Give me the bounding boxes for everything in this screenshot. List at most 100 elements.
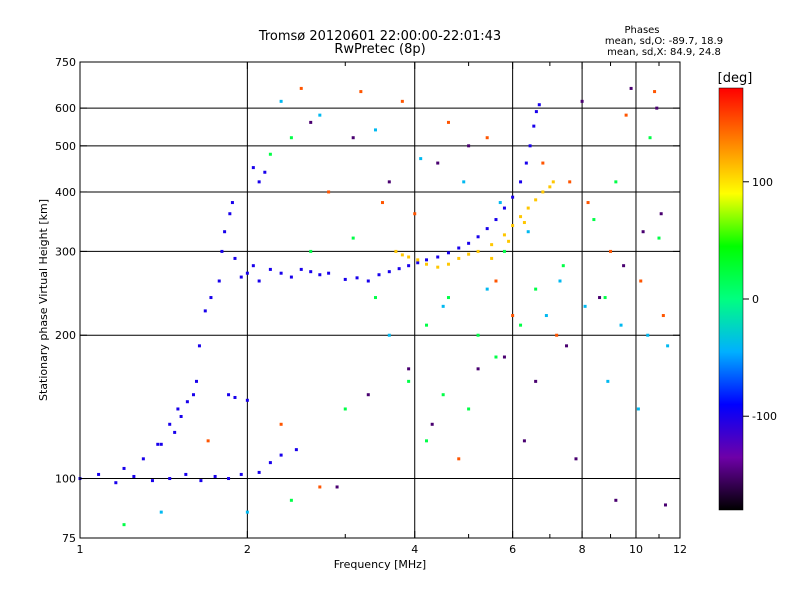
chart-title: Tromsø 20120601 22:00:00-22:01:43	[258, 29, 501, 44]
data-point	[268, 267, 272, 271]
data-point	[251, 166, 255, 170]
data-point	[603, 296, 607, 300]
data-point	[663, 503, 667, 507]
data-point	[583, 304, 587, 308]
data-point	[425, 323, 429, 327]
data-point	[490, 243, 494, 247]
data-point	[150, 479, 154, 483]
data-point	[586, 201, 590, 205]
data-point	[407, 379, 411, 383]
data-point	[580, 99, 584, 103]
data-point	[502, 355, 506, 359]
data-point	[387, 180, 391, 184]
data-point	[245, 398, 249, 402]
data-point	[159, 442, 163, 446]
data-point	[122, 523, 126, 527]
data-point	[534, 379, 538, 383]
data-point	[541, 190, 545, 194]
data-point	[416, 261, 420, 265]
data-point	[257, 470, 261, 474]
data-point	[519, 180, 523, 184]
data-point	[659, 212, 663, 216]
data-point	[366, 279, 370, 283]
x-axis-label: Frequency [MHz]	[334, 558, 426, 571]
data-point	[239, 275, 243, 279]
data-point	[359, 90, 363, 94]
data-point	[97, 472, 101, 476]
colorbar	[718, 87, 744, 511]
data-point	[457, 457, 461, 461]
data-point	[666, 344, 670, 348]
data-point	[522, 221, 526, 225]
data-point	[197, 344, 201, 348]
data-point	[419, 157, 423, 161]
data-point	[176, 407, 180, 411]
data-point	[622, 264, 626, 268]
data-point	[199, 479, 203, 483]
data-point	[436, 161, 440, 165]
data-point	[184, 472, 188, 476]
stats-heading: Phases	[624, 25, 659, 36]
data-point	[526, 230, 530, 234]
data-point	[519, 215, 523, 219]
data-point	[561, 264, 565, 268]
data-point	[380, 201, 384, 205]
y-tick-label: 200	[55, 329, 76, 342]
data-point	[279, 271, 283, 275]
data-point	[425, 439, 429, 443]
data-point	[532, 124, 536, 128]
data-point	[132, 474, 136, 478]
data-point	[476, 333, 480, 337]
data-point	[227, 477, 231, 481]
data-point	[614, 180, 618, 184]
data-point	[609, 249, 613, 253]
data-point	[485, 287, 489, 291]
data-point	[351, 236, 355, 240]
data-point	[511, 224, 515, 228]
data-point	[227, 393, 231, 397]
data-point	[299, 86, 303, 90]
data-point	[394, 249, 398, 253]
data-point	[653, 90, 657, 94]
x-tick-label: 12	[673, 543, 687, 556]
data-point	[191, 393, 195, 397]
data-point	[309, 249, 313, 253]
data-point	[592, 218, 596, 222]
data-point	[467, 407, 471, 411]
data-point	[446, 120, 450, 124]
data-point	[485, 227, 489, 231]
y-tick-label: 400	[55, 186, 76, 199]
data-point	[209, 296, 213, 300]
data-point	[614, 498, 618, 502]
x-tick-label: 4	[411, 543, 418, 556]
data-point	[168, 477, 172, 481]
x-tick-label: 10	[629, 543, 643, 556]
data-point	[641, 230, 645, 234]
data-point	[648, 136, 652, 140]
data-point	[294, 448, 298, 452]
x-tick-label: 2	[244, 543, 251, 556]
data-point	[230, 201, 234, 205]
data-point	[299, 267, 303, 271]
data-point	[528, 144, 532, 148]
y-tick-label: 100	[55, 473, 76, 486]
data-point	[373, 296, 377, 300]
data-point	[257, 279, 261, 283]
data-point	[462, 180, 466, 184]
data-point	[213, 474, 217, 478]
data-point	[185, 400, 189, 404]
data-point	[327, 271, 331, 275]
y-axis-label: Stationary phase Virtual Height [km]	[37, 199, 50, 401]
data-point	[511, 314, 515, 318]
data-point	[245, 510, 249, 514]
data-point	[400, 253, 404, 257]
data-point	[494, 355, 498, 359]
data-point	[114, 481, 118, 485]
data-point	[257, 180, 261, 184]
data-point	[467, 241, 471, 245]
data-point	[425, 258, 429, 262]
data-point	[203, 309, 207, 313]
data-point	[494, 279, 498, 283]
y-tick-label: 300	[55, 245, 76, 258]
y-axis-ticks: 75 100 200 300 400 500 600 750	[55, 56, 680, 545]
